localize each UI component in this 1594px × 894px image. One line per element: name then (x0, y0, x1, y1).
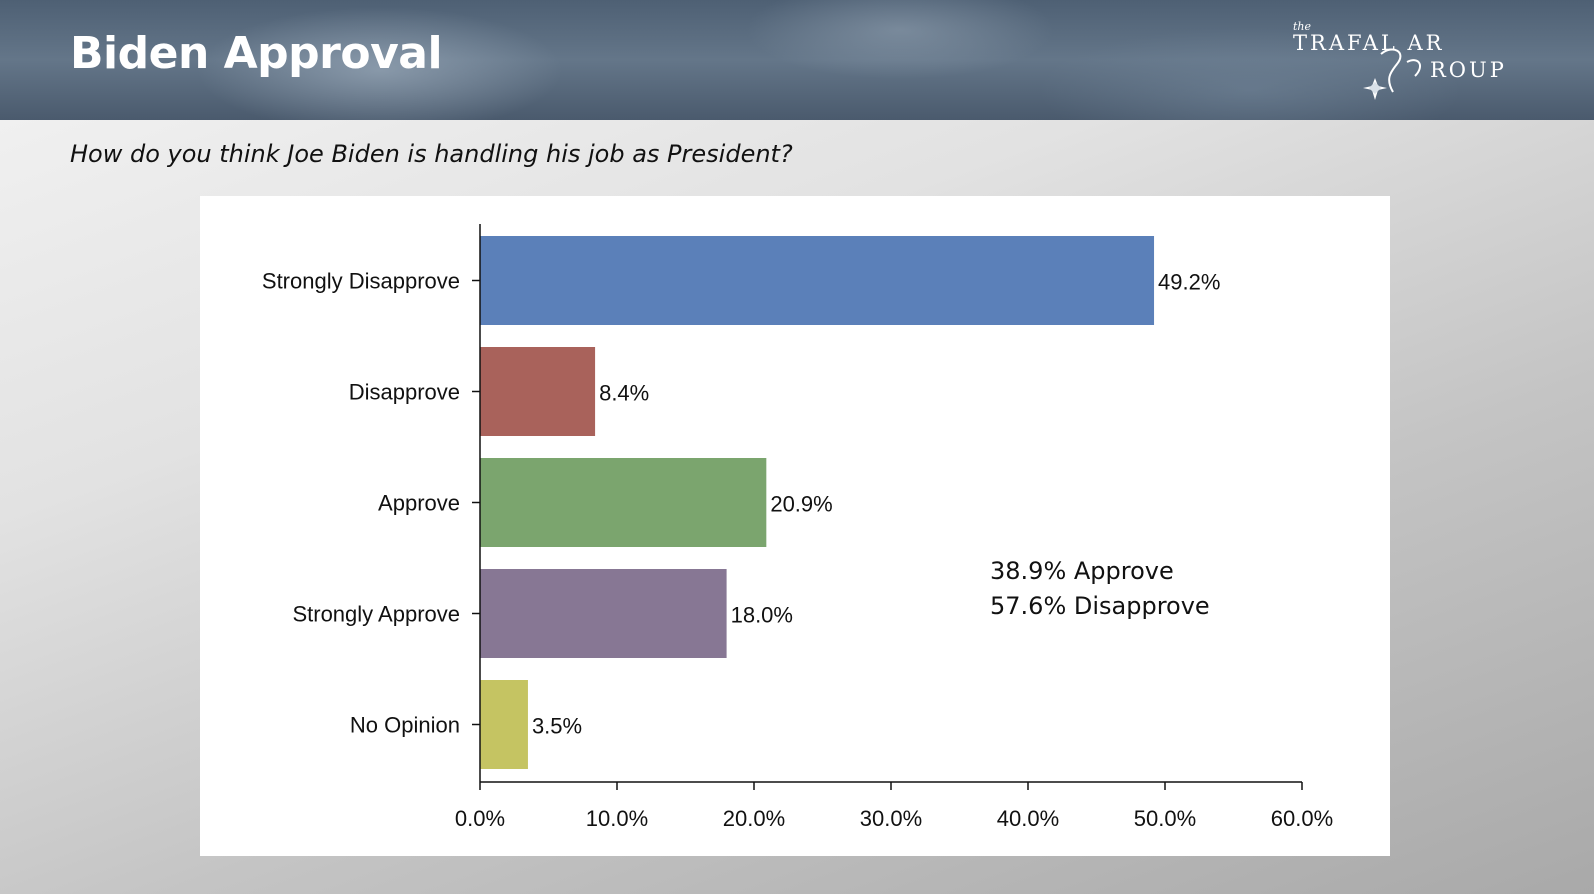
chart-panel: Strongly Disapprove 49.2% Disapprove 8.4% Ap… (200, 196, 1390, 856)
value-label-1: 8.4% (599, 381, 649, 406)
x-tick-label-1: 10.0% (586, 806, 648, 831)
value-label-0: 49.2% (1158, 270, 1220, 295)
bar-4 (480, 680, 528, 769)
x-tick-label-6: 60.0% (1271, 806, 1333, 831)
bar-0 (480, 236, 1155, 325)
compass-star-icon (1363, 48, 1422, 100)
logo-the: the (1293, 20, 1312, 33)
summary-annotation: 38.9% Approve 57.6% Disapprove (990, 554, 1210, 624)
logo-line-1: TRAFAL AR (1293, 31, 1445, 55)
x-tick-label-4: 40.0% (997, 806, 1059, 831)
category-label-1: Disapprove (349, 380, 460, 405)
bar-1 (480, 347, 596, 436)
header-banner: Biden Approval the TRAFAL AR ROUP (0, 0, 1594, 120)
category-label-2: Approve (378, 491, 460, 516)
value-label-3: 18.0% (731, 603, 793, 628)
trafalgar-group-logo: the TRAFAL AR ROUP (1285, 18, 1525, 104)
x-tick-label-0: 0.0% (455, 806, 505, 831)
survey-question: How do you think Joe Biden is handling h… (70, 140, 793, 168)
bar-chart: Strongly Disapprove 49.2% Disapprove 8.4% Ap… (262, 224, 1333, 831)
x-tick-label-2: 20.0% (723, 806, 785, 831)
summary-approve: 38.9% Approve (990, 557, 1174, 585)
category-label-0: Strongly Disapprove (262, 269, 460, 294)
x-tick-label-3: 30.0% (860, 806, 922, 831)
summary-disapprove: 57.6% Disapprove (990, 592, 1210, 620)
bar-3 (480, 569, 727, 658)
logo-line-2: ROUP (1430, 58, 1507, 82)
x-tick-label-5: 50.0% (1134, 806, 1196, 831)
category-label-3: Strongly Approve (292, 602, 460, 627)
bar-2 (480, 458, 767, 547)
category-label-4: No Opinion (350, 713, 460, 738)
value-label-4: 3.5% (532, 714, 582, 739)
value-label-2: 20.9% (770, 492, 832, 517)
page-title: Biden Approval (70, 28, 443, 79)
